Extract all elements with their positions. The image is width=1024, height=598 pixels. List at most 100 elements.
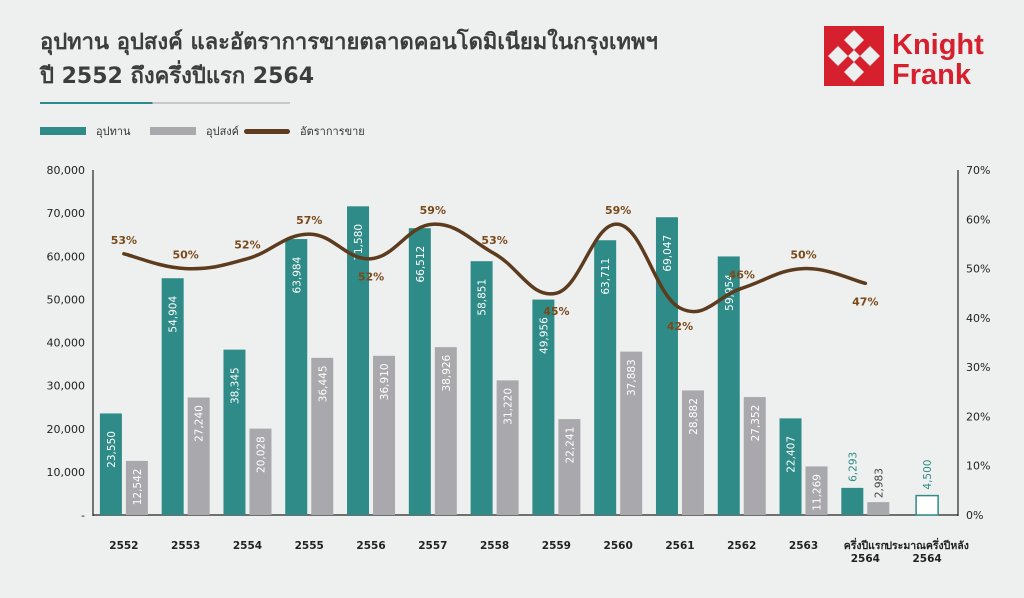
bar-demand-label: 38,926 — [441, 354, 453, 391]
bar-demand-label: 37,883 — [626, 359, 638, 396]
right-axis-tick-label: 50% — [966, 263, 990, 276]
bar-demand-label: 22,241 — [564, 427, 576, 464]
rate-label: 52% — [358, 271, 384, 284]
x-axis-tick-label: 2554 — [233, 540, 262, 552]
x-axis-tick-label: 2564 — [851, 553, 880, 565]
bar-estimate-label: 4,500 — [922, 460, 934, 490]
left-axis-tick-label: 10,000 — [47, 466, 86, 479]
rate-label: 52% — [234, 239, 260, 252]
x-axis-tick-label: 2558 — [480, 540, 509, 552]
bar-demand — [620, 351, 643, 515]
bar-demand-label: 12,542 — [132, 469, 144, 506]
left-axis-tick-label: 50,000 — [47, 293, 86, 306]
bar-demand — [681, 390, 704, 515]
right-axis-tick-label: 30% — [966, 361, 990, 374]
bar-demand-label: 20,028 — [255, 436, 267, 473]
logo-text-1: Knight — [892, 29, 984, 61]
bar-supply — [347, 206, 370, 515]
rate-line — [122, 222, 868, 314]
right-axis-tick-label: 0% — [966, 509, 983, 522]
bar-supply — [223, 349, 246, 515]
legend-rate: อัตราการขาย — [244, 122, 365, 140]
legend-rate-swatch — [244, 128, 290, 134]
bar-supply-label: 69,047 — [662, 235, 674, 272]
left-axis-tick-label: 20,000 — [47, 423, 86, 436]
x-axis-tick-label: 2564 — [912, 553, 941, 565]
x-axis-tick-label: 2560 — [604, 540, 633, 552]
bar-supply-label: 23,550 — [106, 431, 118, 468]
bar-supply-label: 66,512 — [415, 246, 427, 283]
bar-demand — [187, 397, 210, 515]
bar-demand-label: 27,240 — [194, 405, 206, 442]
knight-frank-logo: Knight Frank — [824, 26, 984, 91]
bar-demand — [805, 466, 828, 515]
x-axis-tick-label: 2562 — [727, 540, 756, 552]
bar-demand-label: 2,983 — [873, 468, 885, 498]
rate-label: 50% — [173, 249, 199, 262]
left-axis-tick-label: 70,000 — [47, 207, 86, 220]
right-axis-tick-label: 40% — [966, 312, 990, 325]
x-axis-tick-label: ครึ่งปีแรก — [844, 537, 887, 552]
bar-supply — [408, 228, 431, 516]
bar-supply — [161, 278, 184, 515]
rate-label: 59% — [605, 204, 631, 217]
x-axis-tick-label: 2556 — [356, 540, 385, 552]
rate-label: 53% — [481, 234, 507, 247]
bar-demand — [496, 380, 519, 515]
x-axis-tick-label: ประมาณครึ่งปีหลัง — [885, 537, 968, 552]
bar-demand — [867, 502, 890, 515]
bar-demand-label: 27,352 — [750, 405, 762, 442]
bar-supply-label: 6,293 — [847, 452, 859, 482]
rate-label: 50% — [790, 249, 816, 262]
x-axis-tick-label: 2553 — [171, 540, 200, 552]
bar-supply-label: 71,580 — [353, 224, 365, 261]
bar-demand-label: 11,269 — [812, 474, 824, 511]
bar-supply — [779, 418, 802, 515]
left-axis-tick-label: 40,000 — [47, 337, 86, 350]
title-line-2: ปี 2552 ถึงครึ่งปีแรก 2564 — [40, 64, 315, 89]
legend-demand-label: อุปสงค์ — [206, 125, 240, 138]
rate-label: 45% — [543, 305, 569, 318]
bar-supply — [655, 217, 678, 516]
left-axis-tick-label: 80,000 — [47, 164, 86, 177]
right-axis-tick-label: 10% — [966, 460, 990, 473]
bar-supply — [594, 240, 617, 515]
bar-supply-label: 49,956 — [538, 317, 550, 354]
rate-label: 57% — [296, 214, 322, 227]
bar-supply — [532, 299, 555, 515]
bar-supply — [99, 413, 122, 515]
bar-supply-label: 38,345 — [229, 367, 241, 404]
x-axis-tick-label: 2557 — [418, 540, 447, 552]
bar-supply — [717, 256, 740, 515]
rate-label: 46% — [729, 268, 755, 281]
bar-supply — [841, 487, 864, 515]
legend-demand: อุปสงค์ — [150, 122, 239, 140]
bar-demand — [373, 355, 396, 515]
rate-label: 42% — [667, 320, 693, 333]
legend-supply: อุปทาน — [40, 122, 131, 140]
bar-demand-label: 36,445 — [317, 365, 329, 402]
bar-supply — [285, 239, 308, 515]
bar-demand — [743, 397, 766, 515]
bar-demand-label: 28,882 — [688, 398, 700, 435]
bar-demand — [558, 419, 581, 515]
rate-label: 53% — [111, 234, 137, 247]
rate-label: 59% — [420, 204, 446, 217]
bar-estimate — [915, 494, 939, 516]
legend-demand-swatch — [150, 127, 196, 135]
right-axis-tick-label: 60% — [966, 213, 990, 226]
bar-demand-label: 31,220 — [503, 388, 515, 425]
title-underline — [40, 102, 290, 104]
left-axis-tick-label: 30,000 — [47, 380, 86, 393]
bar-demand — [249, 428, 272, 515]
x-axis-tick-label: 2561 — [665, 540, 694, 552]
x-axis-tick-label: 2563 — [789, 540, 818, 552]
bar-demand-label: 36,910 — [379, 363, 391, 400]
bar-supply-label: 63,711 — [600, 258, 612, 295]
legend-supply-label: อุปทาน — [96, 125, 131, 138]
bar-demand — [125, 460, 148, 515]
logo-text-2: Frank — [892, 59, 972, 91]
bar-supply-label: 54,904 — [168, 296, 180, 333]
rate-label: 47% — [852, 295, 878, 308]
